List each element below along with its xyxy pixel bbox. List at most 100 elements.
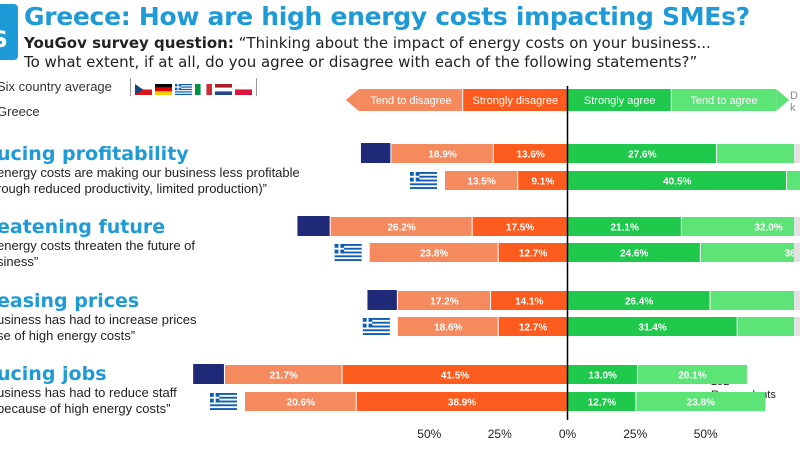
section-title-future: eatening future [0, 216, 166, 238]
bar-strongly-disagree [356, 392, 568, 411]
data-label-strongly-agree: 12.7% [588, 398, 616, 409]
bar-strongly-agree [567, 365, 637, 384]
bar-strongly-disagree [498, 243, 568, 262]
bar-tend-agree [710, 291, 800, 310]
data-label-tend-agree: 36.1% [784, 249, 800, 260]
page-title: Greece: How are high energy costs impact… [24, 2, 750, 31]
bar-tend-agree [717, 144, 800, 163]
data-label-strongly-agree: 13.0% [589, 371, 617, 382]
section-title-jobs: ucing jobs [0, 363, 107, 385]
section-text-profitability-2: rough reduced productivity, limited prod… [0, 181, 268, 196]
bar-strongly-disagree [498, 317, 568, 336]
legend-six-country: Six country average [0, 79, 112, 94]
data-label-tend-agree: 20.1% [678, 371, 706, 382]
greece-flag-stripe [410, 181, 438, 184]
data-label-strongly-disagree: 17.5% [506, 223, 534, 234]
legend-greece: Greece [0, 104, 40, 119]
data-label-tend-disagree: 13.5% [467, 177, 495, 188]
bar-strongly-disagree [472, 217, 568, 236]
greece-flag-stripe [362, 319, 390, 322]
data-label-strongly-agree: 21.1% [611, 223, 639, 234]
dont-know-bar [794, 243, 800, 262]
data-label-strongly-disagree: 13.6% [516, 150, 544, 161]
bar-strongly-agree [567, 217, 681, 236]
data-label-strongly-agree: 26.4% [625, 297, 653, 308]
bar-tend-disagree [369, 243, 498, 262]
flag-cz-icon [135, 82, 152, 95]
section-text-future-1: energy costs threaten the future of [0, 238, 196, 253]
logo-letter: S [0, 28, 8, 53]
greece-flag-cross-h [334, 247, 345, 250]
data-label-strongly-disagree: 41.5% [441, 371, 469, 382]
flag-gr-icon [175, 82, 192, 95]
six-country-average-marker [297, 216, 330, 236]
section-text-future-2: siness” [0, 254, 39, 269]
greece-flag-stripe [410, 177, 438, 180]
legend-strongly-disagree: Strongly disagree [473, 95, 559, 107]
greece-flag-stripe [210, 394, 238, 397]
six-country-average-marker [367, 290, 397, 310]
bar-strongly-disagree [493, 144, 568, 163]
greece-flag-stripe [334, 245, 362, 248]
greece-flag-stripe [210, 398, 238, 401]
greece-flag-stripe [410, 173, 438, 176]
section-text-prices-2: se of high energy costs” [0, 328, 136, 343]
bar-strongly-agree [567, 171, 787, 190]
bar-strongly-disagree [491, 291, 568, 310]
legend-tend-disagree: Tend to disagree [370, 95, 451, 107]
x-tick-label: 0% [559, 427, 577, 441]
survey-question-label: YouGov survey question: [24, 34, 234, 52]
data-label-strongly-disagree: 14.1% [515, 297, 543, 308]
legend-strongly-agree: Strongly agree [584, 95, 656, 107]
greece-flag-stripe [334, 253, 362, 256]
dont-know-bar [794, 291, 800, 310]
country-flags [130, 78, 257, 96]
greece-flag-stripe [334, 249, 362, 252]
section-text-jobs-1: usiness has had to reduce staff [0, 385, 177, 400]
greece-flag-stripe [210, 406, 238, 409]
data-label-tend-agree: 32.0% [754, 223, 782, 234]
data-label-tend-disagree: 17.2% [430, 297, 458, 308]
dont-know-bar [794, 217, 800, 236]
legend-swatch-tend-disagree [358, 89, 463, 111]
greece-flag-stripe [362, 327, 390, 330]
bar-strongly-agree [567, 317, 737, 336]
bar-tend-agree [681, 217, 800, 236]
legend-swatch-strongly-agree [567, 89, 671, 111]
section-text-jobs-2: because of high energy costs” [0, 401, 171, 416]
bar-strongly-disagree [518, 171, 568, 190]
bar-tend-disagree [397, 291, 491, 310]
six-country-average-marker [360, 143, 391, 163]
bar-strongly-agree [567, 291, 710, 310]
legend-tend-agree: Tend to agree [690, 95, 757, 107]
data-label-strongly-agree: 27.6% [628, 150, 656, 161]
legend-swatch-strongly-disagree [463, 89, 568, 111]
greece-flag-stripe [362, 323, 390, 326]
greece-flag-cross-h [210, 396, 220, 399]
legend-swatch-tend-agree [671, 89, 777, 111]
data-label-strongly-disagree: 9.1% [531, 177, 554, 188]
data-label-strongly-disagree: 38.9% [448, 398, 476, 409]
greece-flag-cross-h [410, 175, 420, 178]
data-label-tend-disagree: 21.7% [270, 371, 298, 382]
bar-tend-disagree [397, 317, 498, 336]
bar-tend-agree [700, 243, 800, 262]
greece-flag-cross-h [362, 321, 373, 324]
survey-question-text: “Thinking about the impact of energy cos… [238, 34, 711, 52]
six-country-average-marker [193, 364, 224, 384]
data-label-tend-disagree: 18.6% [434, 323, 462, 334]
greece-flag-stripe [362, 331, 390, 334]
section-title-prices: easing prices [0, 290, 140, 312]
data-label-strongly-agree: 31.4% [638, 323, 666, 334]
data-label-tend-disagree: 18.9% [428, 150, 456, 161]
greece-flag-stripe [334, 257, 362, 260]
bar-tend-agree [637, 365, 747, 384]
bar-tend-disagree [245, 392, 356, 411]
bar-tend-disagree [445, 171, 518, 190]
section-text-prices-1: usiness has had to increase prices [0, 312, 197, 327]
legend-arrow-left [345, 89, 359, 111]
bar-strongly-disagree [342, 365, 568, 384]
x-tick-label: 25% [623, 427, 647, 441]
data-label-tend-disagree: 26.2% [387, 223, 415, 234]
